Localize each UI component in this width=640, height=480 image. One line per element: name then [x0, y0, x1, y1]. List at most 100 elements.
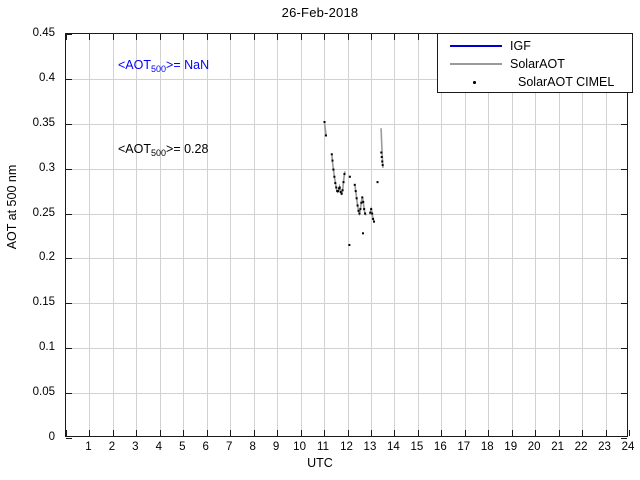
gridline-vertical: [535, 34, 537, 436]
data-point-cimel: [341, 189, 344, 192]
x-axis-tick: [464, 430, 466, 436]
y-axis-tick: [66, 258, 72, 260]
data-point-cimel: [343, 173, 346, 176]
data-layer: [66, 34, 627, 436]
data-point-cimel: [361, 196, 364, 199]
x-axis-tick: [324, 430, 326, 436]
y-tick-label: 0.4: [39, 71, 55, 84]
x-tick-label: 19: [504, 441, 518, 453]
x-axis-tick-top: [253, 34, 255, 40]
x-axis-tick: [112, 430, 114, 436]
x-axis-tick: [394, 430, 396, 436]
gridline-vertical: [230, 34, 232, 436]
y-tick-label: 0.05: [32, 386, 55, 399]
x-axis-tick-top: [159, 34, 161, 40]
x-tick-label: 24: [621, 441, 635, 453]
data-point-cimel: [380, 156, 383, 158]
gridline-vertical: [89, 34, 91, 436]
data-point-cimel: [324, 134, 327, 137]
data-point-cimel: [339, 191, 342, 194]
gridline-vertical: [605, 34, 607, 436]
gridline-horizontal: [66, 78, 627, 80]
gridline-vertical: [417, 34, 419, 436]
y-tick-label: 0.2: [39, 251, 55, 264]
gridline-horizontal: [66, 303, 627, 305]
data-point-cimel: [359, 208, 362, 211]
y-axis-tick-right: [621, 393, 627, 395]
x-tick-label: 12: [340, 441, 353, 453]
gridline-vertical: [112, 34, 114, 436]
x-axis-tick: [66, 430, 67, 436]
data-point-cimel: [363, 208, 366, 211]
x-axis-tick-top: [66, 34, 67, 40]
data-point-cimel: [334, 182, 337, 185]
data-point-cimel: [355, 197, 358, 200]
data-point-cimel: [370, 208, 373, 211]
legend-item: IGF: [438, 37, 632, 55]
x-axis-tick: [253, 430, 255, 436]
x-tick-label: 20: [527, 441, 541, 453]
data-point-cimel: [360, 201, 363, 204]
series-canvas: [323, 120, 384, 246]
gridline-vertical: [370, 34, 372, 436]
x-axis-tick: [183, 430, 185, 436]
x-tick-label: 21: [551, 441, 565, 453]
gridline-horizontal: [66, 168, 627, 170]
gridline-vertical: [183, 34, 185, 436]
gridline-vertical: [347, 34, 349, 436]
y-tick-label: 0.25: [32, 206, 55, 219]
data-point-cimel: [342, 181, 345, 184]
x-axis-tick: [535, 430, 537, 436]
gridline-horizontal: [66, 393, 627, 395]
gridline-vertical: [136, 34, 138, 436]
legend-item: SolarAOT CIMEL: [438, 73, 632, 91]
x-tick-label: 2: [108, 441, 116, 453]
x-tick-label: 1: [85, 441, 92, 453]
x-axis-tick: [558, 430, 560, 436]
gridline-horizontal: [66, 348, 627, 350]
x-tick-label: 18: [480, 441, 494, 453]
x-axis-tick-top: [112, 34, 114, 40]
data-point-cimel: [353, 183, 356, 186]
y-tick-label: 0.35: [32, 116, 55, 129]
x-axis-tick: [511, 430, 513, 436]
x-tick-label: 8: [249, 441, 256, 453]
x-tick-label: 3: [132, 441, 139, 453]
x-axis-tick: [347, 430, 349, 436]
x-axis-tick: [605, 430, 607, 436]
gridline-vertical: [441, 34, 443, 436]
y-axis-tick-right: [621, 348, 627, 350]
data-point-cimel: [323, 120, 326, 123]
data-point-cimel: [372, 217, 375, 220]
x-axis-tick-top: [300, 34, 302, 40]
legend: IGF SolarAOT SolarAOT CIMEL: [437, 33, 633, 93]
x-tick-label: 6: [202, 441, 209, 453]
y-tick-labels: 0 0.05 0.1 0.15 0.2 0.25 0.3 0.35 0.4 0.45: [0, 27, 60, 443]
y-axis-tick: [66, 438, 72, 439]
x-axis-tick-top: [394, 34, 396, 40]
y-tick-label: 0: [48, 431, 55, 443]
y-axis-tick: [66, 78, 72, 80]
data-point-cimel: [330, 153, 333, 156]
x-axis-tick: [230, 430, 232, 436]
x-axis-tick-top: [89, 34, 91, 40]
chart-title: 26-Feb-2018: [281, 5, 359, 20]
x-tick-label: 11: [317, 441, 330, 453]
data-point-cimel: [362, 200, 365, 203]
gridline-vertical: [511, 34, 513, 436]
legend-label: IGF: [510, 39, 531, 53]
legend-item: SolarAOT: [438, 55, 632, 73]
data-point-cimel: [358, 212, 361, 215]
gridline-vertical: [159, 34, 161, 436]
x-axis-tick-top: [417, 34, 419, 40]
y-tick-label: 0.15: [32, 296, 55, 309]
data-point-cimel: [381, 160, 384, 163]
data-point-cimel: [354, 190, 357, 193]
data-point-cimel: [356, 204, 359, 207]
gridline-vertical: [488, 34, 490, 436]
x-axis-tick: [441, 430, 443, 436]
y-axis-tick: [66, 393, 72, 395]
x-tick-label: 5: [179, 441, 186, 453]
x-axis-tick-top: [183, 34, 185, 40]
x-axis-tick-top: [347, 34, 349, 40]
